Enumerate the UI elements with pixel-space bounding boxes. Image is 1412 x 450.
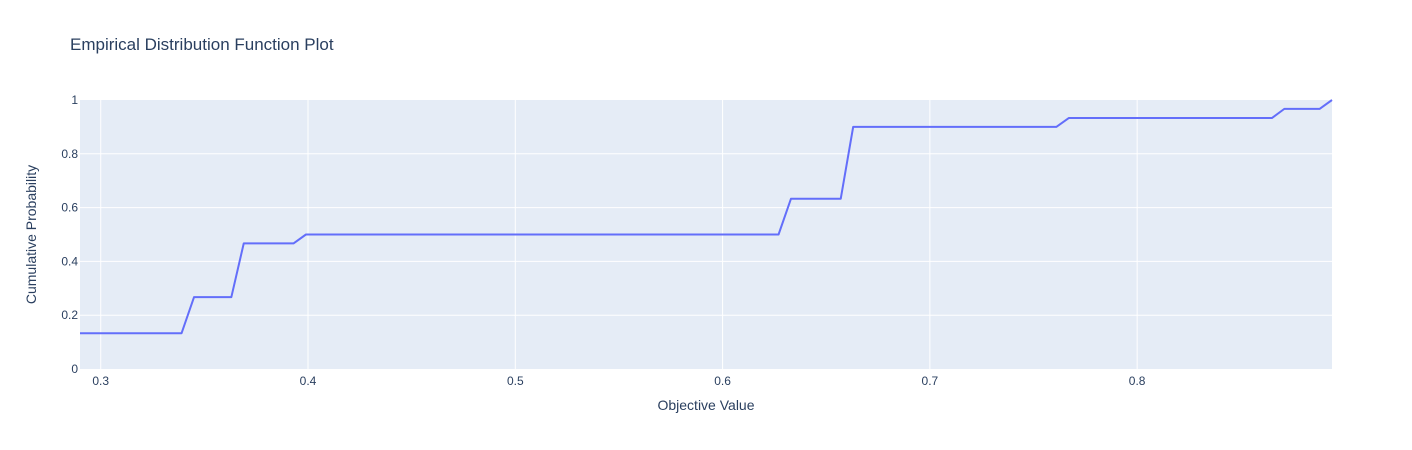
- x-axis-title: Objective Value: [657, 397, 754, 413]
- y-axis-ticks: 0 0.2 0.4 0.6 0.8 1: [61, 93, 78, 376]
- y-gridlines: [80, 153, 1332, 316]
- x-tick-label: 0.5: [507, 374, 524, 388]
- y-tick-label: 0.8: [61, 147, 78, 161]
- y-tick-label: 0: [71, 362, 78, 376]
- x-axis-ticks: 0.3 0.4 0.5 0.6 0.7 0.8: [92, 374, 1145, 388]
- x-tick-label: 0.4: [300, 374, 317, 388]
- y-tick-label: 0.4: [61, 254, 78, 268]
- y-tick-label: 0.2: [61, 308, 78, 322]
- y-tick-label: 1: [71, 93, 78, 107]
- y-tick-label: 0.6: [61, 201, 78, 215]
- x-tick-label: 0.6: [714, 374, 731, 388]
- x-tick-label: 0.8: [1129, 374, 1146, 388]
- y-axis-title: Cumulative Probability: [23, 165, 39, 304]
- x-tick-label: 0.3: [92, 374, 109, 388]
- chart-title: Empirical Distribution Function Plot: [70, 35, 334, 54]
- x-tick-label: 0.7: [922, 374, 939, 388]
- ecdf-line: [80, 99, 1333, 335]
